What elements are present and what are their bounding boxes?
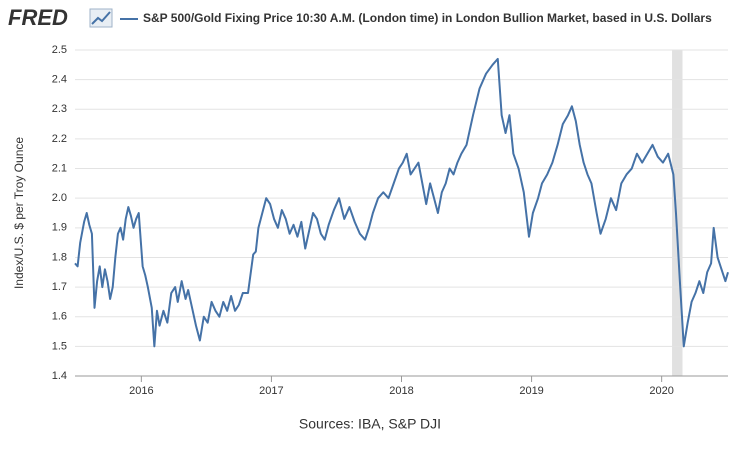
y-tick-label: 2.2 — [52, 133, 67, 145]
shaded-range — [672, 50, 683, 376]
y-axis-label: Index/U.S. $ per Troy Ounce — [12, 137, 26, 289]
y-tick-label: 2.0 — [52, 192, 67, 204]
y-tick-label: 1.7 — [52, 281, 67, 293]
x-tick-label: 2020 — [649, 385, 673, 397]
x-tick-label: 2017 — [259, 385, 283, 397]
y-tick-label: 1.6 — [52, 311, 67, 323]
data-line — [74, 57, 729, 348]
x-tick-label: 2016 — [129, 385, 153, 397]
legend-label: S&P 500/Gold Fixing Price 10:30 A.M. (Lo… — [143, 11, 712, 25]
y-tick-label: 2.5 — [52, 44, 67, 56]
y-tick-label: 2.4 — [52, 74, 67, 86]
y-tick-label: 2.3 — [52, 103, 67, 115]
y-tick-label: 2.1 — [52, 162, 67, 174]
source-note: Sources: IBA, S&P DJI — [299, 416, 441, 432]
x-tick-label: 2018 — [389, 385, 413, 397]
y-tick-label: 1.5 — [52, 340, 67, 352]
y-tick-label: 1.8 — [52, 251, 67, 263]
y-tick-label: 1.9 — [52, 222, 67, 234]
logo[interactable]: FRED — [8, 5, 68, 30]
y-tick-label: 1.4 — [52, 370, 67, 382]
x-tick-label: 2019 — [519, 385, 543, 397]
logo-icon — [89, 8, 113, 28]
